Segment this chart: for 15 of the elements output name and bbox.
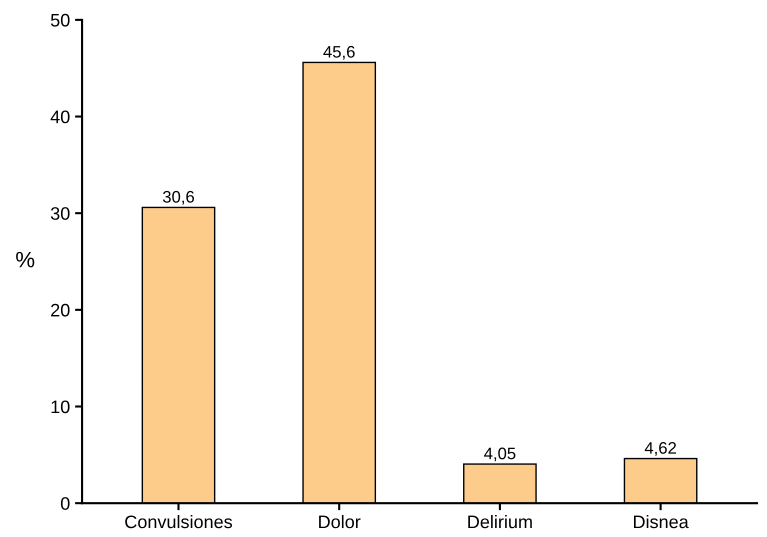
x-tick-label: Disnea — [634, 514, 689, 528]
y-tick-label: 30 — [50, 207, 70, 220]
x-tick-label: Convulsiones — [125, 514, 232, 528]
y-tick-label: 40 — [50, 110, 70, 124]
y-tick-label: 20 — [51, 304, 70, 317]
y-tick-label: 10 — [52, 400, 70, 414]
x-tick-label: Dolor — [319, 514, 360, 528]
y-tick-label: 50 — [50, 14, 70, 27]
x-tick-label: Delirium — [468, 514, 532, 528]
data-label: 4,62 — [644, 442, 676, 456]
data-label: 45,6 — [323, 46, 355, 60]
y-axis-title: % — [16, 252, 34, 268]
y-tick-label: 0 — [60, 497, 70, 510]
data-label: 30,6 — [162, 190, 194, 205]
data-label: 4,05 — [484, 448, 516, 462]
